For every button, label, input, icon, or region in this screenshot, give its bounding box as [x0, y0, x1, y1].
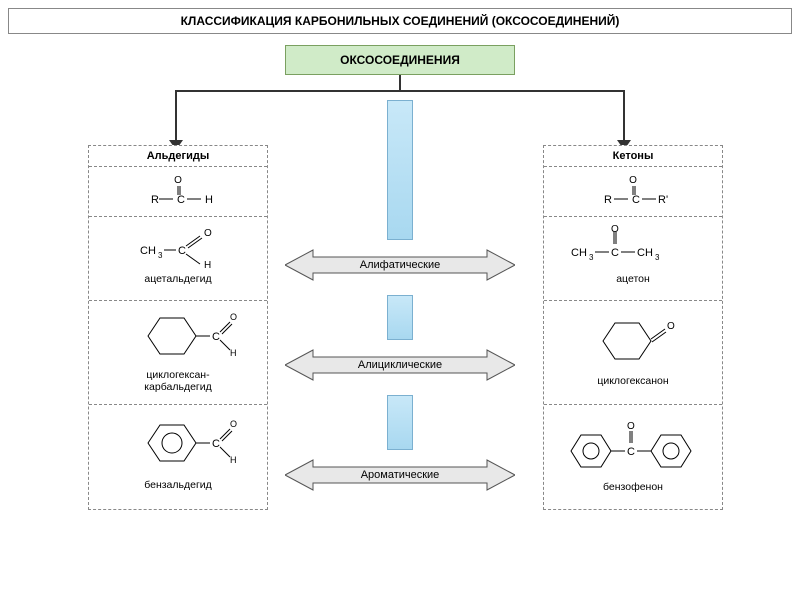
svg-text:3: 3 — [158, 251, 163, 260]
conn-right-down — [623, 90, 625, 145]
root-node: ОКСОСОЕДИНЕНИЯ — [285, 45, 515, 75]
left-header: Альдегиды — [89, 146, 267, 167]
svg-text:O: O — [230, 312, 237, 322]
right-cell-0: CH3 C O CH3 ацетон — [544, 217, 722, 301]
left-label-2: бензальдегид — [91, 479, 265, 491]
double-arrow-2: Ароматические — [285, 458, 515, 492]
svg-text:3: 3 — [589, 253, 594, 262]
svg-text:R': R' — [658, 194, 668, 206]
double-arrow-0: Алифатические — [285, 248, 515, 282]
right-column: Кетоны O R C R' CH3 C O CH3 ацетон — [543, 145, 723, 510]
right-label-0: ацетон — [546, 273, 720, 285]
svg-text:CH: CH — [140, 245, 156, 257]
svg-text:O: O — [629, 175, 637, 186]
page-title: КЛАССИФИКАЦИЯ КАРБОНИЛЬНЫХ СОЕДИНЕНИЙ (О… — [8, 8, 792, 34]
double-arrow-1: Алициклические — [285, 348, 515, 382]
svg-text:C: C — [212, 331, 220, 343]
left-cell-2: C O H бензальдегид — [89, 405, 267, 509]
arrow-label-1: Алициклические — [285, 359, 515, 371]
svg-text:3: 3 — [655, 253, 660, 262]
right-cell-2: C O бензофенон — [544, 405, 722, 509]
svg-text:R: R — [604, 194, 612, 206]
blue-rect-1 — [387, 295, 413, 340]
arrow-label-0: Алифатические — [285, 259, 515, 271]
svg-text:CH: CH — [571, 247, 587, 259]
svg-text:O: O — [204, 228, 212, 239]
svg-text:O: O — [667, 321, 675, 332]
blue-rect-2 — [387, 395, 413, 450]
conn-root-down — [399, 75, 401, 90]
svg-text:C: C — [627, 446, 635, 458]
left-cell-0: CH3 C O H ацетальдегид — [89, 217, 267, 301]
right-general-formula: O R C R' — [544, 167, 722, 217]
svg-text:CH: CH — [637, 247, 653, 259]
svg-text:O: O — [174, 175, 182, 186]
left-column: Альдегиды O R C H CH3 C O H ацетальдегид — [88, 145, 268, 510]
left-label-1: циклогексан- карбальдегид — [91, 369, 265, 393]
conn-horiz — [175, 90, 625, 92]
left-general-formula: O R C H — [89, 167, 267, 217]
arrow-label-2: Ароматические — [285, 469, 515, 481]
blue-rect-0 — [387, 100, 413, 240]
svg-text:C: C — [611, 247, 619, 259]
conn-left-down — [175, 90, 177, 145]
right-header: Кетоны — [544, 146, 722, 167]
svg-text:C: C — [177, 194, 185, 206]
svg-text:H: H — [205, 194, 213, 206]
svg-text:R: R — [151, 194, 159, 206]
left-cell-1: C O H циклогексан- карбальдегид — [89, 301, 267, 405]
svg-text:O: O — [611, 224, 619, 235]
svg-text:H: H — [204, 260, 211, 268]
svg-text:O: O — [230, 419, 237, 429]
svg-text:H: H — [230, 348, 237, 358]
left-label-0: ацетальдегид — [91, 273, 265, 285]
svg-text:O: O — [627, 421, 635, 432]
svg-text:C: C — [632, 194, 640, 206]
svg-text:C: C — [178, 245, 186, 257]
svg-text:C: C — [212, 438, 220, 450]
right-cell-1: O циклогексанон — [544, 301, 722, 405]
svg-text:H: H — [230, 455, 237, 465]
right-label-1: циклогексанон — [546, 375, 720, 387]
right-label-2: бензофенон — [546, 481, 720, 493]
